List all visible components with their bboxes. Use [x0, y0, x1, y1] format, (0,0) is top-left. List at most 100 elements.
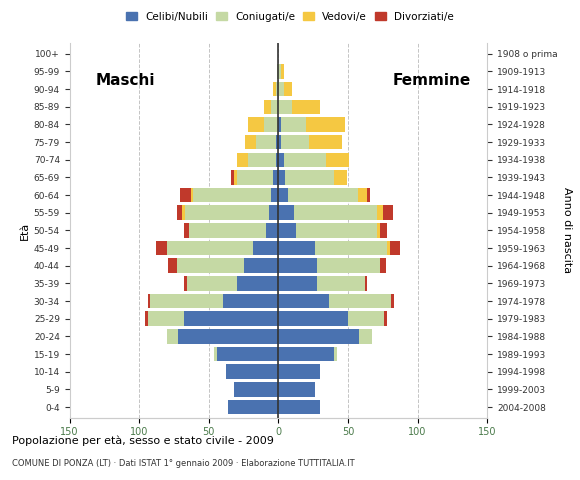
- Bar: [217, 347, 278, 361]
- Bar: [277, 64, 278, 79]
- Bar: [380, 223, 387, 238]
- Bar: [245, 135, 256, 149]
- Bar: [278, 223, 296, 238]
- Bar: [296, 223, 377, 238]
- Bar: [281, 135, 309, 149]
- Bar: [150, 294, 223, 308]
- Legend: Celibi/Nubili, Coniugati/e, Vedovi/e, Divorziati/e: Celibi/Nubili, Coniugati/e, Vedovi/e, Di…: [122, 8, 458, 26]
- Bar: [156, 241, 167, 255]
- Bar: [248, 117, 264, 132]
- Y-axis label: Età: Età: [20, 221, 30, 240]
- Text: Femmine: Femmine: [393, 73, 470, 88]
- Bar: [368, 188, 370, 203]
- Bar: [293, 205, 377, 220]
- Bar: [281, 64, 284, 79]
- Bar: [234, 382, 278, 396]
- Bar: [278, 329, 359, 344]
- Bar: [377, 223, 380, 238]
- Bar: [237, 170, 273, 185]
- Bar: [187, 276, 237, 290]
- Bar: [284, 153, 326, 167]
- Bar: [147, 294, 150, 308]
- Bar: [264, 117, 278, 132]
- Bar: [278, 82, 284, 96]
- Bar: [226, 364, 278, 379]
- Bar: [278, 400, 320, 414]
- Bar: [237, 153, 248, 167]
- Bar: [264, 99, 271, 114]
- Bar: [266, 223, 278, 238]
- Bar: [278, 99, 292, 114]
- Bar: [276, 82, 278, 96]
- Bar: [167, 329, 178, 344]
- Bar: [317, 259, 380, 273]
- Bar: [184, 312, 278, 326]
- Bar: [278, 294, 328, 308]
- Bar: [273, 170, 278, 185]
- Bar: [184, 223, 189, 238]
- Bar: [278, 135, 281, 149]
- Bar: [278, 64, 281, 79]
- Bar: [383, 205, 393, 220]
- Bar: [177, 205, 182, 220]
- Bar: [334, 347, 337, 361]
- Bar: [273, 82, 275, 96]
- Bar: [178, 329, 278, 344]
- Text: Popolazione per età, sesso e stato civile - 2009: Popolazione per età, sesso e stato civil…: [12, 435, 274, 446]
- Bar: [278, 117, 281, 132]
- Bar: [185, 205, 269, 220]
- Bar: [365, 276, 368, 290]
- Bar: [180, 188, 191, 203]
- Bar: [182, 205, 185, 220]
- Bar: [284, 82, 292, 96]
- Bar: [377, 205, 383, 220]
- Bar: [309, 135, 342, 149]
- Bar: [278, 347, 334, 361]
- Bar: [334, 170, 347, 185]
- Bar: [384, 312, 387, 326]
- Bar: [285, 170, 334, 185]
- Bar: [278, 312, 348, 326]
- Bar: [147, 312, 184, 326]
- Text: COMUNE DI PONZA (LT) · Dati ISTAT 1° gennaio 2009 · Elaborazione TUTTITALIA.IT: COMUNE DI PONZA (LT) · Dati ISTAT 1° gen…: [12, 458, 354, 468]
- Bar: [189, 223, 266, 238]
- Bar: [348, 312, 384, 326]
- Bar: [278, 188, 288, 203]
- Bar: [317, 276, 365, 290]
- Bar: [278, 259, 317, 273]
- Bar: [278, 241, 314, 255]
- Bar: [248, 153, 276, 167]
- Bar: [278, 382, 314, 396]
- Bar: [244, 259, 278, 273]
- Bar: [278, 205, 293, 220]
- Bar: [314, 241, 387, 255]
- Bar: [194, 188, 271, 203]
- Bar: [231, 170, 234, 185]
- Bar: [358, 188, 368, 203]
- Bar: [184, 276, 187, 290]
- Bar: [256, 135, 276, 149]
- Bar: [234, 170, 237, 185]
- Bar: [237, 276, 278, 290]
- Bar: [276, 153, 278, 167]
- Bar: [281, 117, 306, 132]
- Bar: [390, 241, 400, 255]
- Bar: [391, 294, 394, 308]
- Bar: [271, 99, 278, 114]
- Bar: [278, 276, 317, 290]
- Bar: [288, 188, 358, 203]
- Bar: [278, 364, 320, 379]
- Bar: [271, 188, 278, 203]
- Bar: [359, 329, 372, 344]
- Bar: [167, 241, 253, 255]
- Bar: [253, 241, 278, 255]
- Bar: [215, 347, 217, 361]
- Bar: [278, 170, 285, 185]
- Bar: [276, 135, 278, 149]
- Bar: [269, 205, 278, 220]
- Y-axis label: Anno di nascita: Anno di nascita: [561, 187, 572, 274]
- Bar: [326, 153, 349, 167]
- Bar: [191, 188, 194, 203]
- Text: Maschi: Maschi: [96, 73, 155, 88]
- Bar: [168, 259, 177, 273]
